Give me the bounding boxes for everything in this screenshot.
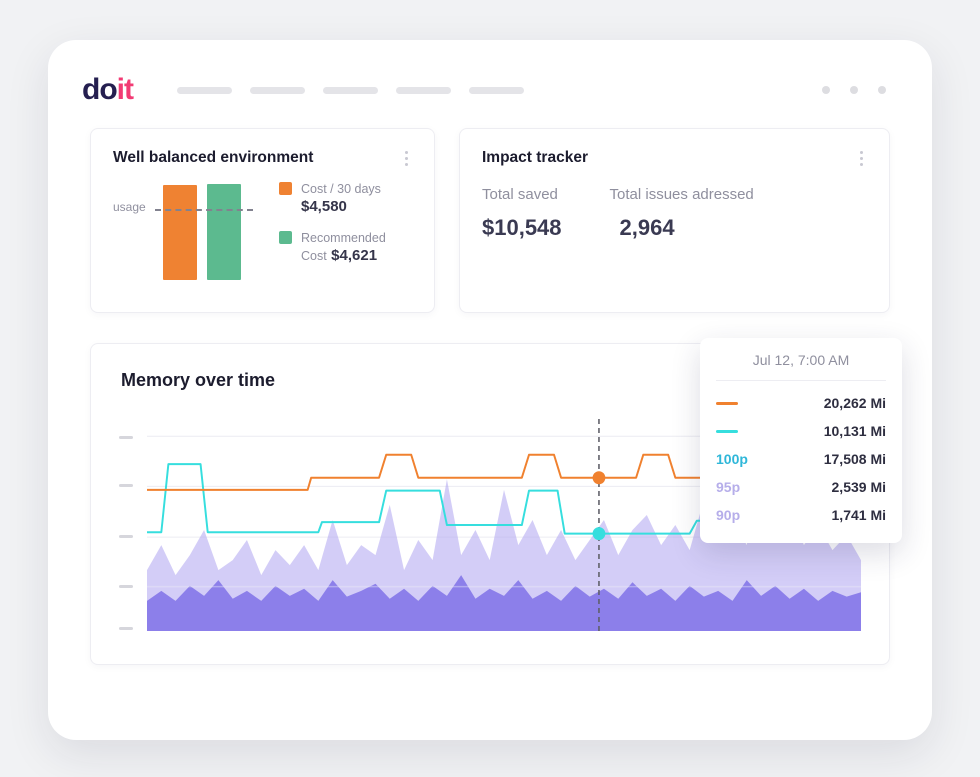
total-saved-value: $10,548 <box>482 215 562 240</box>
stat-total-issues: Total issues adressed 2,964 <box>610 186 754 241</box>
impact-tracker-card: Impact tracker Total saved $10,548 Total… <box>459 128 890 313</box>
nav-placeholder <box>468 86 524 94</box>
summary-cards-row: Well balanced environment usage <box>90 128 890 313</box>
logo-text-do: do <box>82 73 118 106</box>
well-balanced-card: Well balanced environment usage <box>90 128 435 313</box>
card-menu-button[interactable] <box>401 149 412 168</box>
percentile-90-value: 1,741 Mi <box>831 507 886 523</box>
chart-tooltip: Jul 12, 7:00 AM 20,262 Mi 10,131 Mi 100p… <box>700 338 902 543</box>
env-bars-plot: usage <box>113 184 271 280</box>
window-dot <box>850 86 858 94</box>
nav-placeholder <box>395 86 451 94</box>
tooltip-timestamp: Jul 12, 7:00 AM <box>716 352 886 381</box>
total-issues-value: 2,964 <box>619 215 675 240</box>
percentile-100-value: 17,508 Mi <box>823 451 886 467</box>
env-bar-chart: usage Cost / 30 days $4,580 <box>113 182 412 280</box>
legend-item-recommended: Recommended Cost $4,621 <box>279 229 412 265</box>
nav-menu-skeleton <box>176 86 524 94</box>
memory-chart-title: Memory over time <box>121 370 276 390</box>
cyan-series-swatch <box>716 429 738 433</box>
recommended-cost-value: $4,621 <box>331 247 378 264</box>
y-axis-tick <box>119 436 133 439</box>
percentile-95-label: 95p <box>716 479 741 495</box>
tooltip-row-95p: 95p 2,539 Mi <box>716 473 886 501</box>
card-menu-button[interactable] <box>856 149 867 168</box>
usage-axis-label: usage <box>113 200 146 214</box>
orange-series-value: 20,262 Mi <box>823 395 886 411</box>
cyan-series-value: 10,131 Mi <box>823 423 886 439</box>
percentile-100-label: 100p <box>716 451 748 467</box>
nav-placeholder <box>176 86 232 94</box>
window-dot <box>878 86 886 94</box>
total-saved-label: Total saved <box>482 186 558 203</box>
env-legend: Cost / 30 days $4,580 Recommended Cost $… <box>279 180 412 280</box>
recommended-cost-label: Recommended Cost <box>301 231 386 263</box>
legend-item-cost: Cost / 30 days $4,580 <box>279 180 412 216</box>
tooltip-row-cyan: 10,131 Mi <box>716 417 886 445</box>
y-axis-ticks <box>91 419 147 631</box>
top-bar: doit <box>48 40 932 106</box>
recommended-cost-swatch <box>279 231 292 244</box>
percentile-95-value: 2,539 Mi <box>831 479 886 495</box>
tooltip-row-orange: 20,262 Mi <box>716 389 886 417</box>
app-window: doit Well balanced environment usage <box>48 40 932 740</box>
well-balanced-title: Well balanced environment <box>113 149 314 166</box>
cost-swatch <box>279 182 292 195</box>
y-axis-tick <box>119 627 133 630</box>
cost-value: $4,580 <box>301 198 347 215</box>
stat-total-saved: Total saved $10,548 <box>482 186 562 241</box>
nav-placeholder <box>249 86 305 94</box>
nav-placeholder <box>322 86 378 94</box>
tooltip-row-100p: 100p 17,508 Mi <box>716 445 886 473</box>
impact-stats: Total saved $10,548 Total issues adresse… <box>482 186 867 241</box>
env-bar <box>163 185 197 280</box>
y-axis-tick <box>119 585 133 588</box>
doit-logo: doit <box>82 73 134 106</box>
logo-text-it: it <box>116 73 134 106</box>
y-axis-tick <box>119 484 133 487</box>
percentile-90-label: 90p <box>716 507 741 523</box>
usage-reference-line <box>155 209 253 211</box>
window-dots <box>822 86 886 94</box>
y-axis-tick <box>119 535 133 538</box>
env-bar <box>207 184 241 280</box>
impact-tracker-title: Impact tracker <box>482 149 588 166</box>
tooltip-row-90p: 90p 1,741 Mi <box>716 501 886 529</box>
total-issues-label: Total issues adressed <box>609 186 754 203</box>
cost-label: Cost / 30 days <box>301 182 381 196</box>
orange-series-swatch <box>716 401 738 405</box>
window-dot <box>822 86 830 94</box>
